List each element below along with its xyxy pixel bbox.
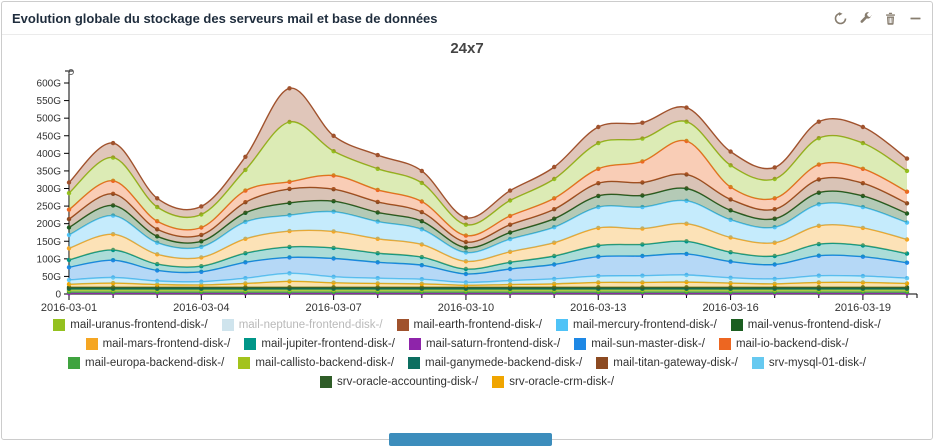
refresh-icon[interactable]: [834, 11, 847, 25]
legend-item-mars[interactable]: mail-mars-frontend-disk-/: [85, 338, 231, 350]
legend-label: mail-ganymede-backend-disk-/: [425, 357, 583, 369]
legend-label: mail-mars-frontend-disk-/: [102, 338, 231, 350]
legend-item-titan[interactable]: mail-titan-gateway-disk-/: [596, 357, 738, 369]
legend-color-swatch: [718, 338, 731, 350]
chart-legend: mail-uranus-frontend-disk-/ mail-neptune-…: [2, 317, 932, 388]
svg-text:50G: 50G: [42, 272, 61, 283]
legend-color-swatch: [408, 357, 421, 369]
legend-item-neptune[interactable]: mail-neptune-frontend-disk-/: [221, 319, 383, 331]
legend-item-callisto[interactable]: mail-callisto-backend-disk-/: [238, 357, 394, 369]
legend-item-ganymede[interactable]: mail-ganymede-backend-disk-/: [408, 357, 582, 369]
legend-item-venus[interactable]: mail-venus-frontend-disk-/: [730, 319, 881, 331]
legend-label: mail-titan-gateway-disk-/: [613, 357, 738, 369]
svg-text:450G: 450G: [37, 131, 62, 142]
legend-item-oracle-crm[interactable]: srv-oracle-crm-disk-/: [492, 376, 614, 388]
legend-label: mail-sun-master-disk-/: [591, 338, 705, 350]
svg-text:500G: 500G: [37, 114, 62, 125]
legend-label: mail-neptune-frontend-disk-/: [238, 319, 383, 331]
svg-text:2016-03-04: 2016-03-04: [173, 302, 229, 314]
horizontal-scrollbar-thumb[interactable]: [389, 433, 552, 446]
legend-color-swatch: [751, 357, 764, 369]
svg-text:100G: 100G: [37, 254, 62, 265]
collapse-icon[interactable]: [909, 12, 922, 25]
svg-text:2016-03-10: 2016-03-10: [438, 302, 494, 314]
legend-color-swatch: [221, 319, 234, 331]
legend-item-sun[interactable]: mail-sun-master-disk-/: [574, 338, 705, 350]
svg-text:2016-03-16: 2016-03-16: [702, 302, 758, 314]
legend-item-io[interactable]: mail-io-backend-disk-/: [718, 338, 849, 350]
svg-text:350G: 350G: [37, 166, 62, 177]
legend-label: mail-uranus-frontend-disk-/: [70, 319, 208, 331]
legend-label: srv-oracle-crm-disk-/: [509, 376, 615, 388]
widget-toolbar: [834, 11, 922, 25]
legend-color-swatch: [238, 357, 251, 369]
legend-color-swatch: [244, 338, 257, 350]
legend-label: mail-europa-backend-disk-/: [84, 357, 225, 369]
legend-label: srv-oracle-accounting-disk-/: [336, 376, 479, 388]
svg-text:550G: 550G: [37, 96, 62, 107]
legend-color-swatch: [53, 319, 66, 331]
legend-color-swatch: [596, 357, 609, 369]
widget-header: Evolution globale du stockage des serveu…: [2, 2, 932, 35]
legend-item-europa[interactable]: mail-europa-backend-disk-/: [67, 357, 225, 369]
svg-text:600G: 600G: [37, 79, 62, 90]
svg-text:2016-03-01: 2016-03-01: [41, 302, 97, 314]
legend-item-uranus[interactable]: mail-uranus-frontend-disk-/: [53, 319, 208, 331]
trash-icon[interactable]: [884, 12, 897, 25]
legend-item-mysql[interactable]: srv-mysql-01-disk-/: [751, 357, 866, 369]
stacked-area-chart: 0 50G 100G 150G 200G 250G 300G 350G 400G 450G 500G…: [37, 69, 918, 314]
svg-text:2016-03-07: 2016-03-07: [305, 302, 361, 314]
legend-color-swatch: [574, 338, 587, 350]
svg-text:200G: 200G: [37, 219, 62, 230]
legend-label: mail-io-backend-disk-/: [735, 338, 849, 350]
svg-text:400G: 400G: [37, 149, 62, 160]
legend-color-swatch: [319, 376, 332, 388]
legend-label: mail-saturn-frontend-disk-/: [425, 338, 561, 350]
legend-label: mail-mercury-frontend-disk-/: [573, 319, 717, 331]
legend-label: mail-jupiter-frontend-disk-/: [261, 338, 395, 350]
legend-label: srv-mysql-01-disk-/: [768, 357, 866, 369]
legend-color-swatch: [730, 319, 743, 331]
widget-title: Evolution globale du stockage des serveu…: [12, 10, 438, 26]
svg-text:2016-03-19: 2016-03-19: [835, 302, 891, 314]
legend-label: mail-callisto-backend-disk-/: [255, 357, 395, 369]
legend-item-earth[interactable]: mail-earth-frontend-disk-/: [396, 319, 542, 331]
legend-color-swatch: [396, 319, 409, 331]
svg-text:250G: 250G: [37, 202, 62, 213]
legend-color-swatch: [67, 357, 80, 369]
legend-color-swatch: [408, 338, 421, 350]
legend-color-swatch: [556, 319, 568, 331]
svg-text:2016-03-13: 2016-03-13: [570, 302, 626, 314]
legend-item-saturn[interactable]: mail-saturn-frontend-disk-/: [408, 338, 561, 350]
legend-item-oracle-accounting[interactable]: srv-oracle-accounting-disk-/: [319, 376, 479, 388]
dashboard-widget: Evolution globale du stockage des serveu…: [1, 1, 933, 440]
chart-title: 24x7: [450, 40, 484, 57]
svg-text:300G: 300G: [37, 184, 62, 195]
legend-item-jupiter[interactable]: mail-jupiter-frontend-disk-/: [244, 338, 395, 350]
legend-label: mail-venus-frontend-disk-/: [747, 319, 881, 331]
legend-color-swatch: [492, 376, 505, 388]
legend-item-mercury[interactable]: mail-mercury-frontend-disk-/: [556, 319, 717, 331]
wrench-icon[interactable]: [859, 11, 872, 25]
svg-text:150G: 150G: [37, 237, 62, 248]
legend-color-swatch: [85, 338, 98, 350]
svg-text:0: 0: [55, 290, 61, 301]
legend-label: mail-earth-frontend-disk-/: [413, 319, 542, 331]
